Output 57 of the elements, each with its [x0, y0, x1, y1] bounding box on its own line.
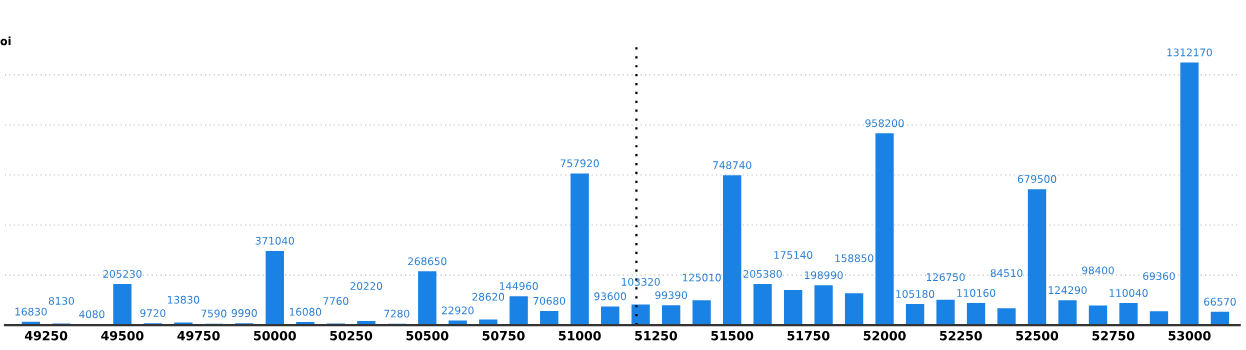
x-tick-label: 51000 [558, 330, 601, 341]
data-label: 679500 [1017, 175, 1057, 183]
x-tick-label: 50250 [330, 330, 373, 341]
chart-title: oi [0, 36, 11, 46]
data-label: 158850 [835, 254, 874, 263]
data-label: 205230 [103, 270, 142, 278]
data-label: 28620 [472, 292, 505, 301]
data-label: 748740 [713, 161, 752, 170]
data-label: 205380 [743, 269, 782, 278]
data-label: 4080 [79, 310, 105, 319]
data-label: 9720 [140, 309, 166, 318]
data-label: 8130 [48, 296, 74, 305]
data-label: 1312170 [1167, 48, 1212, 57]
data-label: 757920 [560, 159, 599, 168]
data-label: 958200 [865, 119, 904, 128]
data-label: 198990 [804, 271, 843, 280]
data-label: 16080 [289, 307, 322, 316]
data-label: 124290 [1048, 286, 1087, 295]
data-label: 268650 [408, 257, 447, 266]
x-tick-label: 51500 [711, 330, 754, 341]
data-label: 7590 [201, 309, 227, 318]
x-tick-label: 52500 [1016, 330, 1059, 341]
x-tick-label: 50000 [254, 330, 296, 341]
data-label: 175140 [774, 251, 813, 259]
x-tick-label: 52250 [940, 330, 982, 341]
data-label: 98400 [1082, 266, 1114, 275]
data-label: 144960 [499, 282, 538, 290]
x-tick-label: 49250 [24, 330, 68, 341]
x-tick-label: 51250 [635, 330, 678, 341]
x-tick-label: 49500 [101, 330, 144, 341]
data-label: 84510 [990, 269, 1023, 278]
data-label: 70680 [533, 296, 566, 305]
data-label: 9990 [231, 309, 257, 317]
x-tick-label: 52000 [863, 330, 906, 341]
data-label: 110160 [957, 289, 996, 297]
data-label: 13830 [167, 295, 200, 304]
data-label: 22920 [441, 306, 474, 315]
data-label: 99390 [655, 291, 688, 300]
data-label: 103320 [621, 277, 660, 286]
data-label: 371040 [255, 236, 294, 245]
data-label: 93600 [594, 292, 627, 301]
x-tick-label: 52750 [1092, 330, 1135, 341]
data-label: 16830 [15, 307, 47, 316]
data-label: 126750 [926, 273, 965, 282]
x-tick-label: 50750 [482, 330, 525, 341]
x-tick-label: 53000 [1168, 330, 1211, 341]
data-label: 105180 [896, 290, 935, 298]
x-tick-label: 51750 [787, 330, 830, 341]
data-label: 7280 [384, 309, 410, 318]
data-label: 110040 [1109, 289, 1148, 297]
data-label: 7760 [323, 297, 349, 305]
x-tick-label: 49750 [177, 330, 220, 341]
data-label: 125010 [682, 273, 721, 282]
data-label: 69360 [1143, 272, 1175, 281]
x-tick-label: 50500 [406, 330, 449, 341]
data-label: 20220 [350, 282, 383, 290]
data-label: 66570 [1204, 297, 1236, 306]
